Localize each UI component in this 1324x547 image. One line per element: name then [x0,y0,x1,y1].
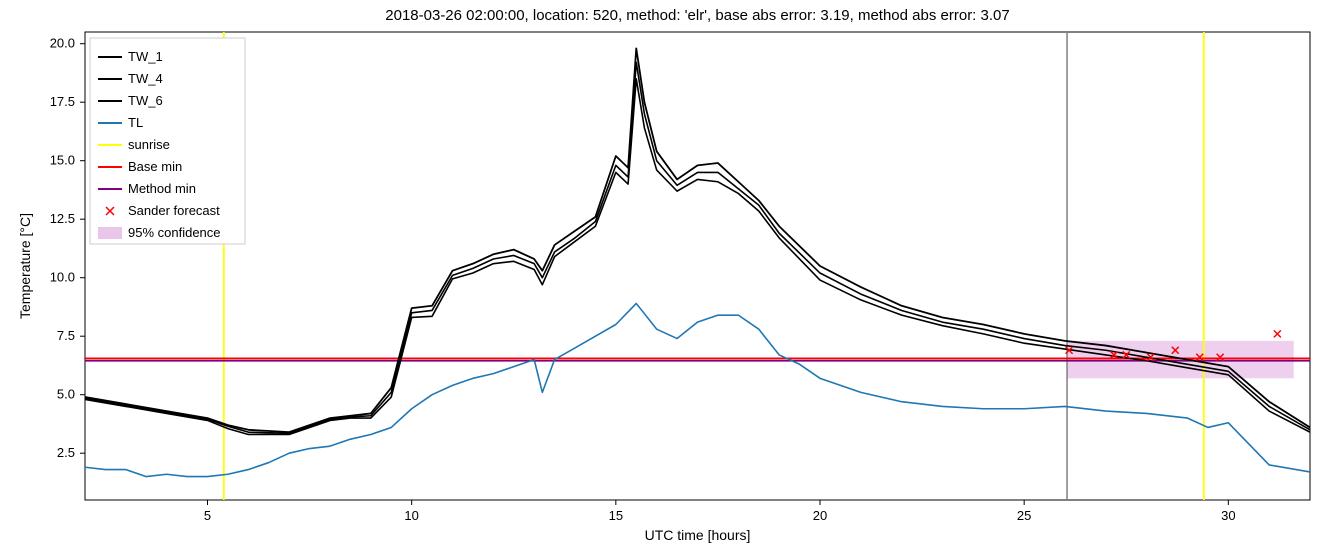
legend-label: 95% confidence [128,225,221,240]
series-TL [85,303,1310,476]
confidence-band [1067,341,1294,378]
ytick-label: 12.5 [50,211,75,226]
ytick-label: 5.0 [57,387,75,402]
legend-label: TW_1 [128,49,163,64]
ytick-label: 17.5 [50,94,75,109]
chart-title: 2018-03-26 02:00:00, location: 520, meth… [385,7,1009,24]
legend: TW_1 TW_4 TW_6 TL sunrise Base min Method min S… [90,38,245,244]
ytick-label: 15.0 [50,153,75,168]
line-chart: 5 10 15 20 25 30 2.5 5.0 7.5 10.0 12.5 15.0 17.5 20.0… [0,0,1324,547]
xtick-label: 30 [1221,508,1235,523]
ytick-label: 2.5 [57,445,75,460]
plot-area [85,32,1310,500]
y-axis-label: Temperature [°C] [17,213,33,319]
legend-label: Method min [128,181,196,196]
series-TW_6 [85,79,1310,435]
legend-label: Sander forecast [128,203,220,218]
xtick-label: 10 [404,508,418,523]
xtick-label: 5 [204,508,211,523]
legend-label: TL [128,115,143,130]
ytick-label: 20.0 [50,36,75,51]
xtick-label: 15 [609,508,623,523]
x-axis-label: UTC time [hours] [645,527,751,543]
xtick-label: 20 [813,508,827,523]
chart-container: 5 10 15 20 25 30 2.5 5.0 7.5 10.0 12.5 15.0 17.5 20.0… [0,0,1324,547]
legend-label: TW_4 [128,71,163,86]
xtick-label: 25 [1017,508,1031,523]
legend-label: TW_6 [128,93,163,108]
ytick-label: 7.5 [57,328,75,343]
marker-sander-forecast [1274,330,1281,337]
ytick-label: 10.0 [50,270,75,285]
legend-label: Base min [128,159,182,174]
plot-border [85,32,1310,500]
legend-label: sunrise [128,137,170,152]
